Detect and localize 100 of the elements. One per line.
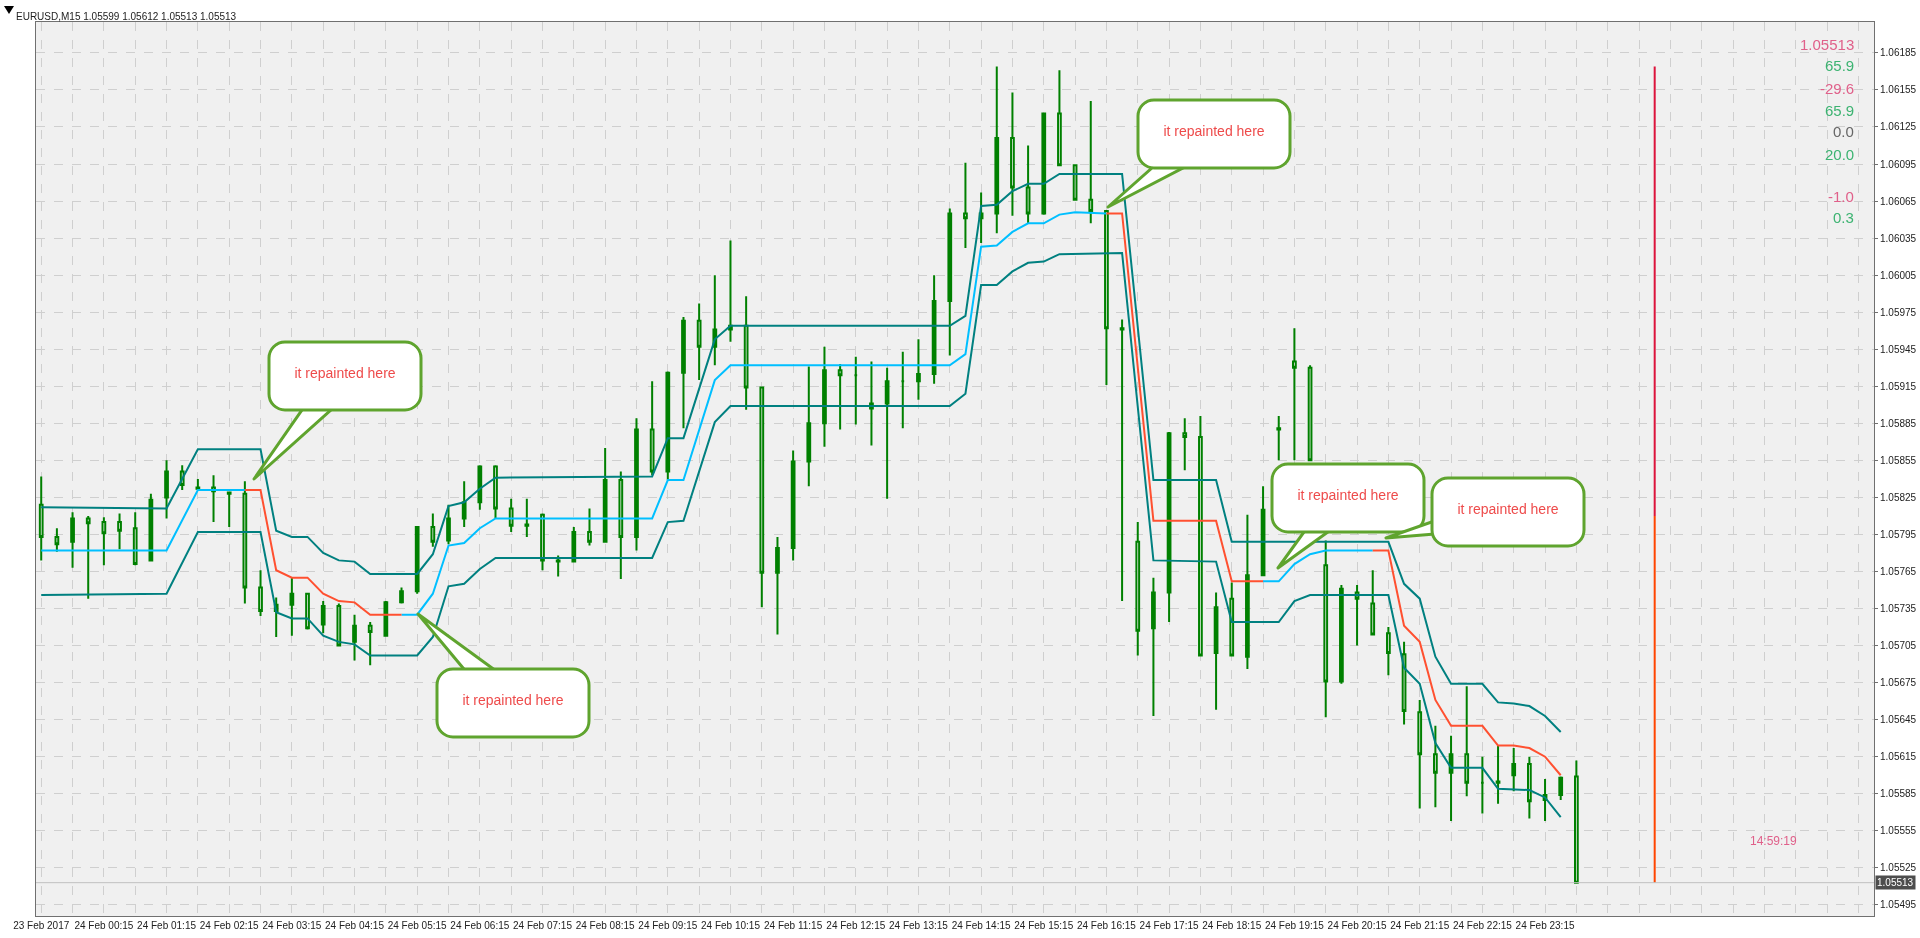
candlestick xyxy=(367,621,373,667)
candlestick xyxy=(336,602,342,647)
annotation: it repainted here xyxy=(462,691,564,708)
x-tick-label: 24 Feb 06:15 xyxy=(450,920,510,931)
candlestick xyxy=(837,363,843,431)
y-tick-label: 1.05645 xyxy=(1880,714,1917,726)
y-tick-label: 1.05825 xyxy=(1880,491,1917,503)
candlestick xyxy=(1417,698,1423,810)
annotation: it repainted here xyxy=(1297,486,1399,503)
candlestick xyxy=(508,497,514,533)
candlestick xyxy=(853,355,859,426)
annotation: 1.05513 xyxy=(1800,36,1855,53)
x-tick-label: 23 Feb 2017 xyxy=(13,920,70,931)
candlestick xyxy=(195,477,201,491)
candlestick xyxy=(1527,755,1532,820)
candlestick xyxy=(1245,513,1250,671)
line-series xyxy=(40,251,1562,819)
candlestick xyxy=(1542,777,1548,822)
x-tick-label: 24 Feb 00:15 xyxy=(74,920,134,931)
x-tick-label: 24 Feb 02:15 xyxy=(199,920,260,931)
ref-line-label: 1.05513 xyxy=(1877,877,1914,888)
candlestick xyxy=(54,527,60,553)
annotation: 14:59:19 xyxy=(1750,834,1798,848)
candlestick xyxy=(712,274,718,367)
x-tick-label: 24 Feb 04:15 xyxy=(325,920,385,931)
y-tick-label: 1.05585 xyxy=(1880,788,1917,800)
y-tick-label: 1.05765 xyxy=(1880,565,1917,577)
x-tick-label: 24 Feb 05:15 xyxy=(387,920,448,931)
candlestick xyxy=(900,350,906,430)
candlestick xyxy=(226,491,232,529)
candlestick xyxy=(414,526,420,595)
annotation: it repainted here xyxy=(1457,500,1559,517)
candlestick xyxy=(947,207,953,357)
candlestick xyxy=(399,586,404,605)
x-tick-label: 24 Feb 18:15 xyxy=(1202,920,1262,931)
candlestick xyxy=(117,512,122,551)
candlestick xyxy=(822,345,827,448)
candlestick xyxy=(555,554,561,578)
y-tick-label: 1.05555 xyxy=(1880,825,1917,837)
candlestick xyxy=(1104,209,1109,387)
candlestick xyxy=(916,338,921,401)
candlestick xyxy=(477,464,483,511)
y-tick-label: 1.05675 xyxy=(1880,677,1917,689)
x-tick-label: 24 Feb 22:15 xyxy=(1452,920,1513,931)
candlestick xyxy=(1276,414,1282,462)
annotation: it repainted here xyxy=(1163,122,1265,139)
annotation: 20.0 xyxy=(1825,146,1855,163)
candlestick xyxy=(790,449,796,562)
annotation: 65.9 xyxy=(1825,102,1855,119)
y-tick-label: 1.06095 xyxy=(1880,158,1917,170)
candlestick xyxy=(320,600,326,635)
chart-title: EURUSD,M15 1.05599 1.05612 1.05513 1.05513 xyxy=(16,11,237,22)
candlestick xyxy=(132,511,138,567)
candlestick xyxy=(1558,775,1564,801)
x-tick-label: 24 Feb 23:15 xyxy=(1515,920,1575,931)
candlestick xyxy=(273,596,279,638)
candlestick xyxy=(743,295,749,411)
y-tick-label: 1.06155 xyxy=(1880,84,1917,96)
candlestick xyxy=(963,161,968,249)
candlestick xyxy=(70,511,75,569)
annotation: -29.6 xyxy=(1820,80,1855,97)
candlestick xyxy=(571,526,577,563)
y-tick-label: 1.05615 xyxy=(1880,751,1917,763)
candlestick xyxy=(1448,734,1454,822)
y-tick-label: 1.05705 xyxy=(1880,640,1917,652)
candlestick xyxy=(1229,581,1235,657)
candlestick xyxy=(931,274,937,385)
candlestick xyxy=(994,65,1000,235)
y-tick-label: 1.05855 xyxy=(1880,454,1917,466)
candlestick xyxy=(759,386,765,609)
candlestick xyxy=(1339,584,1344,685)
candlestick xyxy=(1511,747,1517,793)
y-tick-label: 1.05525 xyxy=(1880,862,1917,874)
candlestick xyxy=(1182,417,1188,472)
x-tick-label: 24 Feb 01:15 xyxy=(137,920,197,931)
candlestick xyxy=(681,316,686,430)
y-tick-label: 1.06125 xyxy=(1880,121,1917,133)
y-tick-label: 1.05945 xyxy=(1880,343,1917,355)
candlestick xyxy=(1386,626,1391,677)
x-tick-label: 24 Feb 10:15 xyxy=(701,920,761,931)
annotation: it repainted here xyxy=(294,364,396,381)
candlestick xyxy=(1354,584,1360,647)
y-tick-label: 1.05975 xyxy=(1880,306,1917,318)
candlestick xyxy=(493,464,498,520)
x-tick-label: 24 Feb 16:15 xyxy=(1076,920,1137,931)
candlestick xyxy=(1010,91,1015,217)
candlestick xyxy=(1135,521,1141,657)
candlestick xyxy=(540,512,545,572)
candlestick xyxy=(602,447,608,543)
candlestick xyxy=(1025,144,1031,225)
candlestick xyxy=(1198,414,1203,657)
annotation: 65.9 xyxy=(1825,57,1855,74)
candlestick xyxy=(1057,69,1062,167)
candlestick xyxy=(258,569,263,617)
candlestick xyxy=(1433,724,1438,809)
candlestick xyxy=(101,516,107,567)
candlestick xyxy=(1088,100,1094,225)
x-tick-label: 24 Feb 19:15 xyxy=(1264,920,1325,931)
y-tick-label: 1.06035 xyxy=(1880,232,1917,244)
candlestick xyxy=(211,474,216,524)
